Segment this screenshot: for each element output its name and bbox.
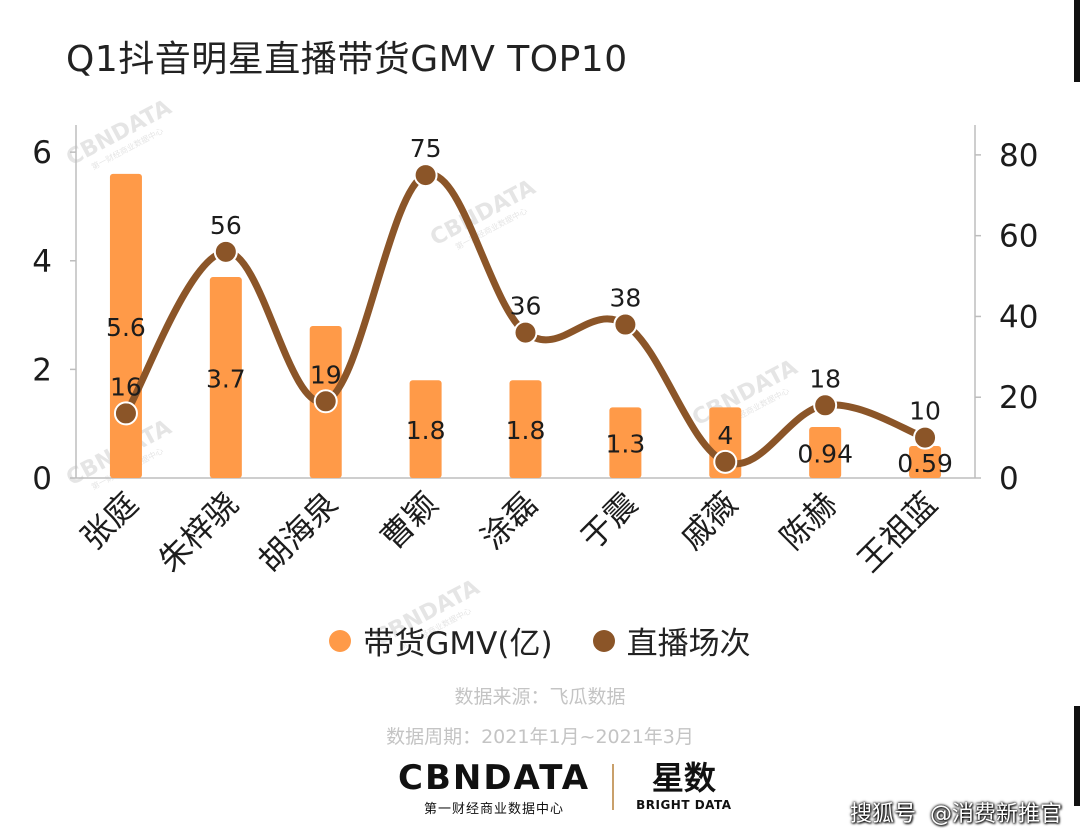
data-source-note: 数据来源：飞瓜数据: [454, 686, 626, 708]
y-right-tick-label: 80: [999, 138, 1038, 174]
bar-data-label: 0.59: [897, 449, 953, 478]
x-tick-label: 胡海泉: [251, 485, 346, 580]
line-point: [913, 425, 938, 450]
y-left-tick-label: 2: [32, 352, 52, 388]
data-period-note: 数据周期：2021年1月~2021年3月: [386, 726, 694, 748]
line-point: [513, 320, 538, 345]
bar-gmv: [609, 407, 642, 478]
bar-data-label: 3.7: [206, 365, 246, 394]
y-left-tick-label: 6: [32, 135, 52, 171]
bar-gmv: [409, 380, 442, 478]
bar-data-label: 1.8: [406, 416, 446, 445]
legend-item-gmv: 带货GMV(亿): [329, 618, 553, 663]
bar-gmv: [509, 380, 542, 478]
y-left-tick-label: 4: [32, 244, 52, 280]
cbndata-subtitle: 第一财经商业数据中心: [424, 802, 565, 817]
line-data-label: 38: [609, 284, 641, 313]
line-point: [713, 449, 738, 474]
x-tick-label: 朱梓骁: [151, 485, 246, 580]
line-data-label: 36: [510, 292, 542, 321]
edge-bar-bottom: [1074, 706, 1080, 806]
bar-data-label: 1.8: [506, 416, 546, 445]
x-tick-label: 于震: [573, 485, 645, 557]
x-tick-label: 涂磊: [473, 485, 545, 557]
x-tick-label: 戚薇: [673, 485, 745, 557]
bar-gmv: [909, 445, 942, 478]
line-data-label: 18: [809, 364, 841, 393]
brand-footer: CBNDATA 第一财经商业数据中心 星数 BRIGHT DATA: [398, 760, 732, 817]
x-tick-label: 曹颖: [373, 485, 445, 557]
x-tick-label: 张庭: [73, 485, 145, 557]
corner-watermark: 搜狐号 @消费新推官: [850, 796, 1062, 828]
legend-line-dot: [592, 629, 615, 652]
line-data-label: 19: [310, 360, 342, 389]
line-point: [113, 401, 138, 426]
legend-bar-dot: [329, 629, 352, 652]
line-series-path: [122, 171, 929, 468]
bar-data-label: 0.94: [797, 439, 853, 468]
bar-gmv: [809, 426, 842, 478]
bar-gmv: [209, 277, 242, 478]
bar-data-label: 5.6: [106, 313, 146, 342]
line-data-label: 56: [210, 211, 242, 240]
line-data-label: 4: [717, 421, 733, 450]
line-point: [313, 389, 338, 414]
partner-logo-cn: 星数: [651, 759, 716, 797]
edge-bar-top: [1074, 0, 1080, 82]
bar-data-label: 1.3: [606, 430, 646, 459]
line-data-label: 10: [909, 397, 941, 426]
line-point: [813, 393, 838, 418]
chart-title: Q1抖音明星直播带货GMV TOP10: [66, 39, 628, 80]
corner-watermark-right: @消费新推官: [929, 802, 1062, 827]
partner-logo-en: BRIGHT DATA: [636, 798, 732, 812]
y-right-tick-label: 20: [999, 380, 1038, 416]
legend-line-label: 直播场次: [626, 626, 751, 662]
line-data-label: 75: [410, 134, 442, 163]
y-left-tick-label: 0: [32, 461, 52, 497]
corner-watermark-left: 搜狐号: [849, 802, 916, 827]
line-point: [613, 312, 638, 337]
cbndata-logo: CBNDATA: [398, 758, 591, 798]
y-right-tick-label: 0: [999, 461, 1019, 497]
x-tick-label: 陈赫: [773, 485, 845, 557]
line-point: [213, 239, 238, 264]
y-right-tick-label: 40: [999, 299, 1038, 335]
legend-bar-label: 带货GMV(亿): [363, 626, 553, 662]
legend-item-sessions: 直播场次: [592, 618, 751, 663]
legend: 带货GMV(亿) 直播场次: [0, 618, 1080, 663]
line-data-label: 16: [110, 372, 142, 401]
brand-divider: [612, 764, 615, 810]
y-right-tick-label: 60: [999, 219, 1038, 255]
x-tick-label: 王祖蓝: [850, 485, 945, 580]
line-point: [413, 163, 438, 188]
